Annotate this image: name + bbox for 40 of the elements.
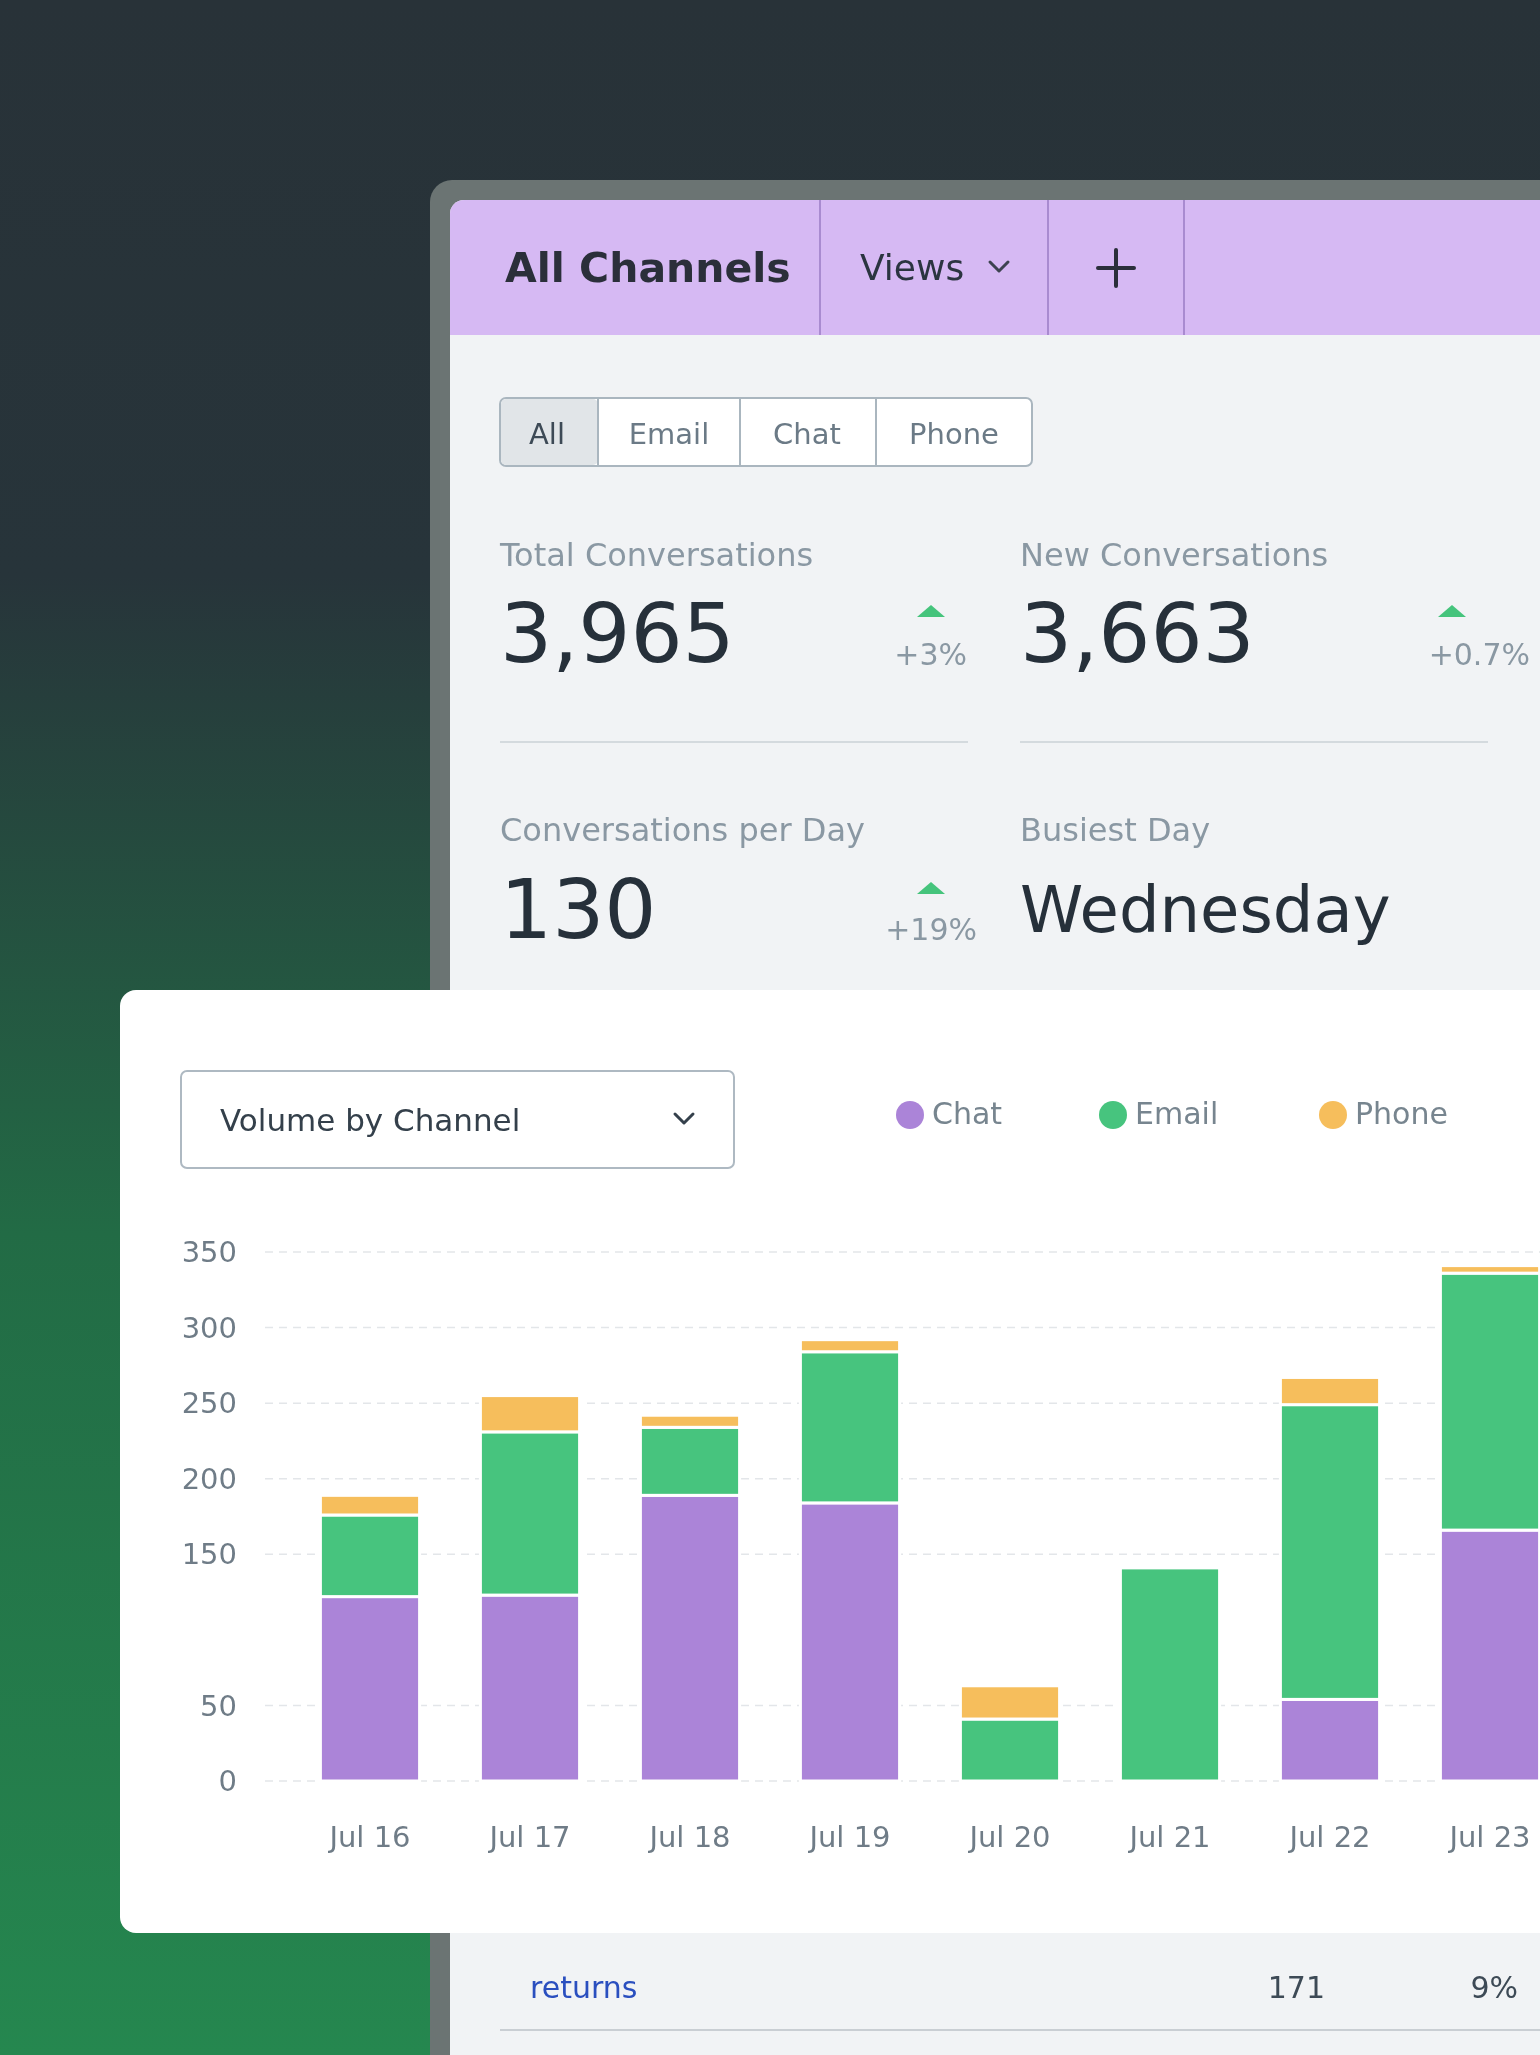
text: 130 [500, 862, 657, 957]
text: 3,965 [500, 586, 735, 681]
x-tick-label: Jul 18 [647, 1820, 731, 1854]
text: +19% [885, 912, 977, 947]
x-tick-label: Jul 16 [327, 1820, 411, 1854]
text: Chat [773, 417, 841, 451]
bar [1118, 1566, 1222, 1783]
text: Views [860, 247, 965, 288]
text: New Conversations [1020, 536, 1329, 574]
x-tick-label: Jul 22 [1287, 1820, 1371, 1854]
x-tick-label: Jul 23 [1447, 1820, 1531, 1854]
text: +0.7% [1428, 637, 1530, 672]
y-tick-label: 150 [181, 1537, 237, 1572]
y-tick-label: 300 [181, 1310, 237, 1345]
text: Wednesday [1020, 873, 1391, 947]
text: Phone [909, 417, 999, 451]
y-tick-label: 0 [218, 1764, 237, 1799]
legend-label: Phone [1355, 1096, 1448, 1131]
text: All Channels [505, 244, 791, 292]
x-tick-label: Jul 19 [807, 1820, 891, 1854]
x-tick-label: Jul 17 [487, 1820, 571, 1854]
text: returns [530, 1970, 638, 2005]
text: Total Conversations [499, 536, 814, 574]
text: 9% [1470, 1970, 1518, 2005]
y-tick-label: 350 [181, 1235, 237, 1270]
legend-label: Email [1135, 1096, 1219, 1131]
text: +3% [894, 637, 967, 672]
chart-title: Volume by Channel [220, 1102, 521, 1138]
text: Busiest Day [1020, 811, 1211, 849]
x-tick-label: Jul 20 [967, 1820, 1051, 1854]
x-tick-label: Jul 21 [1127, 1820, 1211, 1854]
legend-label: Chat [932, 1096, 1003, 1131]
text: Conversations per Day [500, 811, 865, 849]
text: Email [628, 417, 710, 451]
y-tick-label: 250 [181, 1386, 237, 1421]
y-tick-label: 50 [200, 1688, 237, 1723]
text: 3,663 [1020, 586, 1255, 681]
text: 171 [1267, 1970, 1325, 2005]
text: All [529, 417, 565, 451]
y-tick-label: 200 [181, 1461, 237, 1496]
